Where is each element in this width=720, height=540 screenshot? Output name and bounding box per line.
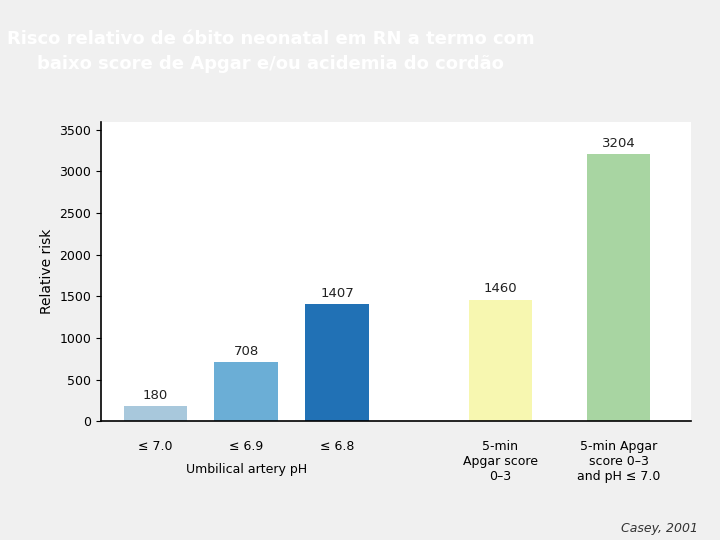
Text: 708: 708	[233, 345, 258, 358]
Bar	[587, 154, 650, 421]
Y-axis label: Relative risk: Relative risk	[40, 228, 54, 314]
Bar	[469, 300, 532, 421]
Bar	[305, 304, 369, 421]
Text: ≤ 7.0: ≤ 7.0	[138, 440, 173, 454]
Text: 5-min Apgar
score 0–3
and pH ≤ 7.0: 5-min Apgar score 0–3 and pH ≤ 7.0	[577, 440, 660, 483]
Text: 180: 180	[143, 389, 168, 402]
Text: ≤ 6.8: ≤ 6.8	[320, 440, 354, 454]
Text: 3204: 3204	[602, 137, 636, 150]
Text: 1460: 1460	[484, 282, 517, 295]
Text: 5-min
Apgar score
0–3: 5-min Apgar score 0–3	[463, 440, 538, 483]
Text: Risco relativo de óbito neonatal em RN a termo com
baixo score de Apgar e/ou aci: Risco relativo de óbito neonatal em RN a…	[7, 30, 535, 73]
Bar	[124, 406, 187, 421]
Text: Casey, 2001: Casey, 2001	[621, 522, 698, 535]
Text: 1407: 1407	[320, 287, 354, 300]
Text: Umbilical artery pH: Umbilical artery pH	[186, 463, 307, 476]
Bar	[215, 362, 278, 421]
Text: ≤ 6.9: ≤ 6.9	[229, 440, 264, 454]
